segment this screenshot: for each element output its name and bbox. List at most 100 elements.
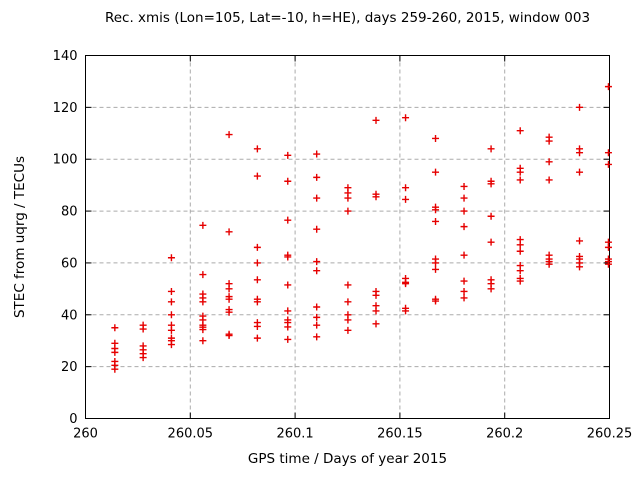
data-point-marker [460,287,468,295]
data-point-marker [313,333,321,341]
data-point-marker [402,184,410,192]
data-point-marker [460,223,468,231]
data-point-marker [432,217,440,225]
y-tick-label: 40 [61,308,78,323]
data-point-marker [167,254,175,262]
data-point-marker [460,277,468,285]
data-point-marker [167,298,175,306]
x-tick-label: 260.05 [168,427,214,442]
data-point-marker [460,182,468,190]
data-point-marker [460,207,468,215]
data-point-marker [604,160,612,168]
data-point-marker [253,145,261,153]
data-point-marker [432,259,440,267]
data-point-marker [545,176,553,184]
x-tick-label: 260.25 [587,427,633,442]
x-axis-label: GPS time / Days of year 2015 [247,451,448,467]
data-point-marker [167,341,175,349]
data-point-marker [253,172,261,180]
y-tick-label: 120 [53,101,78,116]
data-point-marker [199,326,207,334]
data-point-marker [225,285,233,293]
data-point-marker [111,324,119,332]
data-point-marker [545,137,553,145]
y-tick-label: 0 [69,412,77,427]
data-point-marker [199,337,207,345]
data-point-marker [344,194,352,202]
data-point-marker [313,303,321,311]
data-point-marker [139,354,147,362]
data-point-marker [372,193,380,201]
data-point-marker [284,216,292,224]
data-point-marker [576,168,584,176]
data-point-marker [284,281,292,289]
data-point-marker [199,271,207,279]
data-point-marker [372,291,380,299]
data-point-marker [139,325,147,333]
data-point-marker [432,134,440,142]
data-point-marker [545,260,553,268]
data-point-marker [284,335,292,343]
data-point-marker [344,207,352,215]
data-point-marker [199,221,207,229]
data-point-marker [111,365,119,373]
data-point-marker [604,243,612,251]
plot-border [85,55,610,419]
data-point-marker [576,103,584,111]
y-tick-label: 80 [61,205,78,220]
data-point-marker [432,265,440,273]
data-point-marker [516,267,524,275]
data-point-marker [253,276,261,284]
data-point-marker [432,297,440,305]
data-point-marker [344,326,352,334]
data-point-marker [253,243,261,251]
data-point-marker [284,253,292,261]
data-point-marker [516,168,524,176]
data-point-marker [487,285,495,293]
data-point-marker [313,150,321,158]
data-point-marker [253,259,261,267]
data-point-marker [313,258,321,266]
data-point-marker [516,247,524,255]
data-point-marker [372,320,380,328]
y-tick-label: 100 [53,153,78,168]
data-point-marker [516,127,524,135]
data-point-marker [604,83,612,91]
data-point-marker [402,280,410,288]
x-tick-label: 260.2 [486,427,523,442]
data-point-marker [253,334,261,342]
data-point-marker [199,298,207,306]
data-point-marker [432,206,440,214]
data-point-marker [402,307,410,315]
data-point-marker [604,149,612,157]
y-axis-label: STEC from uqrg / TECUs [12,155,28,319]
data-point-marker [167,287,175,295]
data-point-marker [111,348,119,356]
data-point-marker [313,321,321,329]
data-point-marker [487,145,495,153]
data-point-marker [576,263,584,271]
data-point-marker [372,116,380,124]
x-tick-label: 260 [73,427,98,442]
data-point-marker [313,225,321,233]
data-point-marker [516,176,524,184]
data-point-marker [402,195,410,203]
data-point-marker [313,173,321,181]
y-tick-label: 20 [61,360,78,375]
data-point-marker [487,212,495,220]
data-point-marker [460,251,468,259]
data-point-marker [460,294,468,302]
chart-title: Rec. xmis (Lon=105, Lat=-10, h=HE), days… [104,10,591,26]
data-point-marker [284,307,292,315]
data-point-marker [516,277,524,285]
data-point-marker [313,313,321,321]
data-point-marker [344,298,352,306]
data-point-marker [167,326,175,334]
data-point-marker [225,131,233,139]
data-point-marker [344,281,352,289]
data-point-marker [487,180,495,188]
data-point-marker [253,322,261,330]
data-point-marker [225,308,233,316]
